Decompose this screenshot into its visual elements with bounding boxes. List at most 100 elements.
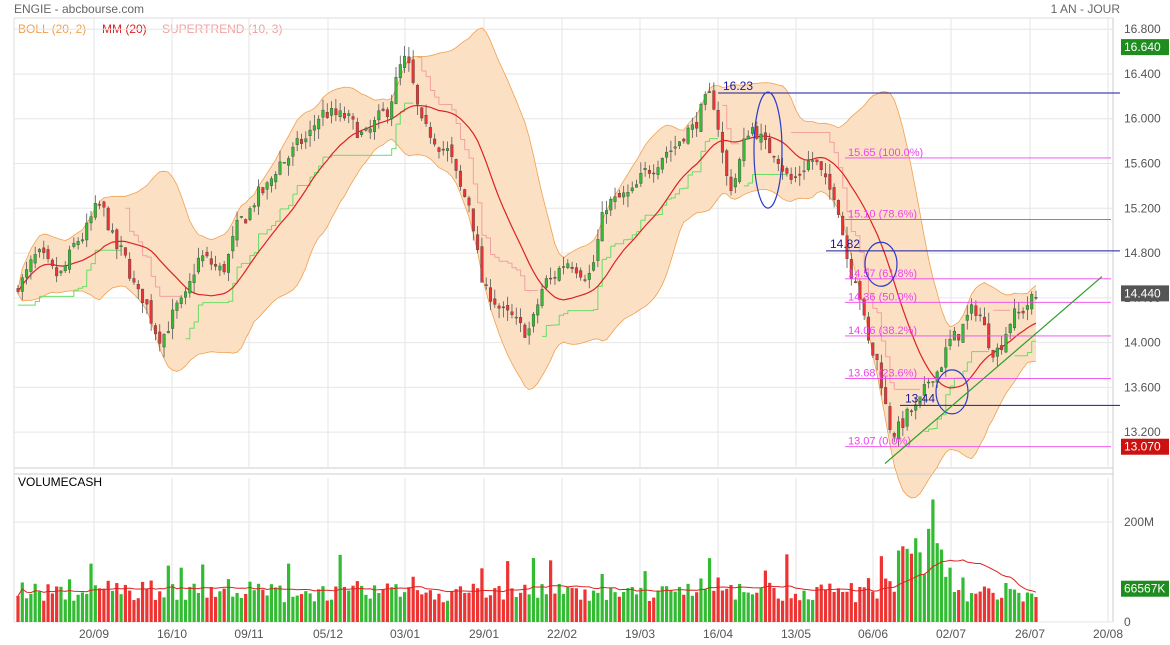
volume-bar: [488, 595, 493, 622]
volume-bar: [909, 553, 914, 622]
volume-bar: [613, 592, 617, 622]
candle: [922, 376, 926, 405]
candle: [811, 151, 815, 170]
candle: [446, 141, 450, 162]
bollinger-upper: [17, 27, 1037, 328]
candle: [540, 283, 544, 309]
volume-bar: [682, 594, 686, 622]
supertrend-segment: [722, 104, 728, 129]
volume-bar: [274, 587, 278, 622]
volume-bar: [145, 589, 149, 622]
volume-bar: [853, 602, 858, 622]
volume-bar: [579, 599, 583, 622]
candle: [789, 167, 793, 185]
supertrend-segment: [262, 229, 268, 235]
volume-bar: [540, 584, 544, 622]
volume-bar: [334, 586, 338, 622]
supertrend-segment: [1023, 352, 1028, 357]
volume-bar: [338, 554, 342, 622]
volume-bar: [772, 587, 776, 622]
fib-label: 13.07 (0.0%): [848, 436, 911, 448]
volume-bar: [819, 584, 823, 622]
candle: [437, 146, 441, 159]
x-tick-label: 05/12: [313, 627, 343, 641]
candle: [274, 171, 278, 190]
volume-bar: [372, 585, 377, 622]
volume-bar: [518, 592, 523, 622]
candle: [506, 296, 510, 321]
volume-bar: [755, 592, 759, 622]
supertrend-segment: [683, 174, 689, 189]
candle: [269, 176, 273, 193]
candle: [16, 285, 20, 295]
candle: [841, 211, 845, 236]
volume-bar: [871, 591, 875, 622]
supertrend-segment: [507, 262, 513, 268]
volume-bar: [205, 597, 209, 622]
supertrend-segment: [228, 283, 234, 302]
volume-bar: [703, 588, 707, 622]
last-price-box-text: 14.440: [1124, 286, 1161, 300]
supertrend-segment: [743, 183, 749, 187]
volume-bar: [1025, 592, 1030, 622]
volume-bar: [858, 586, 862, 622]
candle: [128, 252, 132, 281]
candle: [579, 267, 583, 281]
candle: [905, 407, 909, 431]
candle: [884, 376, 888, 405]
candle: [918, 396, 922, 409]
candle: [596, 229, 600, 268]
volume-bar: [630, 586, 634, 622]
candle: [394, 67, 398, 105]
volume-bar: [235, 592, 239, 622]
candle: [398, 55, 402, 86]
volume-bar: [965, 601, 969, 622]
volume-bar: [866, 578, 871, 622]
volume-bar: [37, 591, 42, 622]
candle: [424, 104, 428, 127]
volume-bar: [849, 583, 853, 622]
volume-bar: [149, 580, 153, 622]
candle: [742, 127, 746, 167]
supertrend-segment: [78, 286, 83, 289]
candle: [832, 183, 836, 208]
annotations: 15.65 (100.0%) 15.10 (78.6%) 14.57 (61.8%)…: [718, 79, 1120, 464]
supertrend-segment: [395, 111, 401, 125]
supertrend-segment: [185, 328, 191, 340]
candle: [819, 161, 823, 176]
supertrend-segment: [237, 263, 242, 268]
candle: [845, 226, 849, 269]
x-tick-label: 03/01: [390, 627, 420, 641]
supertrend-segment: [417, 56, 423, 72]
volume-bar: [561, 593, 566, 622]
last-volume-text: 66567K: [1124, 582, 1165, 596]
volume-bar: [244, 593, 248, 622]
high-price-box-text: 16.640: [1124, 40, 1161, 54]
supertrend-segment: [1027, 341, 1033, 354]
candle: [252, 202, 256, 213]
volume-bar: [106, 580, 110, 622]
supertrend-segment: [387, 148, 393, 156]
volume-bar: [80, 592, 85, 622]
volume-bar: [467, 592, 471, 622]
candle: [351, 113, 355, 130]
candle: [25, 261, 29, 285]
volume-bar: [132, 600, 136, 622]
volume-bar: [342, 586, 347, 622]
candle: [471, 208, 475, 241]
y-tick-label: 13.600: [1124, 380, 1161, 394]
candle: [1034, 290, 1038, 300]
volume-bar: [321, 586, 325, 622]
volume-bar: [381, 589, 385, 622]
volume-bar: [995, 599, 999, 622]
supertrend-segment: [847, 211, 852, 232]
candle: [656, 160, 660, 180]
candle: [892, 431, 896, 443]
volume-bar: [67, 579, 72, 622]
volume-bar: [536, 597, 540, 622]
volume-bar: [437, 593, 441, 622]
candle: [815, 159, 819, 166]
volume-bar: [476, 588, 480, 622]
volume-bar: [716, 577, 720, 622]
supertrend-segment: [597, 259, 603, 287]
